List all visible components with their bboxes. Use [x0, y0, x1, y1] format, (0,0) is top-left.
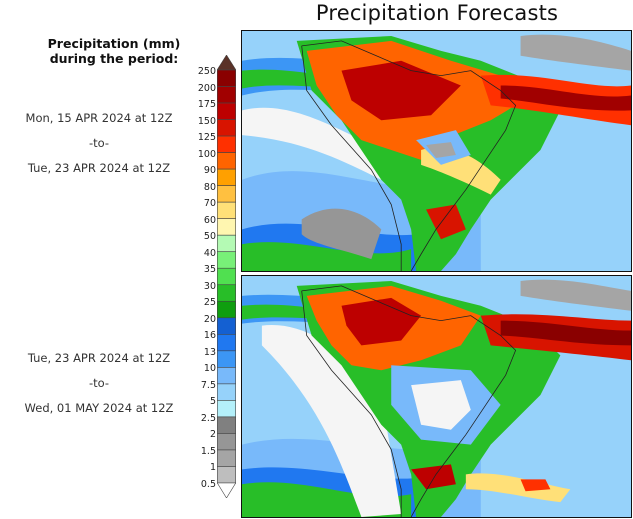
period-2-start: Tue, 23 APR 2024 at 12Z [27, 351, 171, 365]
colorbar-tick-label: 70 [203, 198, 216, 210]
colorbar-segment [217, 334, 236, 352]
colorbar-segment [217, 119, 236, 137]
colorbar-tick-label: 2 [209, 429, 216, 441]
colorbar-tick-label: 13 [203, 346, 216, 358]
colorbar-bottom-arrow [217, 482, 236, 498]
itcz-core [500, 85, 631, 111]
heavy-rain-south [411, 464, 456, 490]
colorbar-segment [217, 218, 236, 236]
extreme-rain-core [341, 60, 461, 121]
colorbar-tick-label: 1 [209, 462, 216, 474]
dry-region-pacific [261, 324, 402, 517]
colorbar-segment [217, 135, 236, 153]
colorbar-segment [217, 102, 236, 120]
colorbar-segment [217, 267, 236, 286]
moderate-rain-south-atlantic [465, 473, 571, 503]
period-2-end: Wed, 01 MAY 2024 at 12Z [24, 401, 174, 415]
dry-brazil-gray [426, 142, 456, 158]
colorbar-tick-label: 16 [203, 330, 216, 342]
dry-region-atlantic [520, 279, 631, 311]
heavy-rain-south [426, 204, 466, 240]
colorbar-tick-label: 2.5 [200, 412, 216, 424]
colorbar-segment [217, 400, 236, 418]
colorbar-tick-label: 40 [203, 247, 216, 259]
period-1-end: Tue, 23 APR 2024 at 12Z [27, 161, 171, 175]
legend-heading-line1: Precipitation (mm) [47, 36, 181, 51]
itcz-core [500, 320, 631, 346]
colorbar-tick-label: 175 [197, 99, 216, 111]
colorbar-segment [217, 466, 236, 484]
heavy-rain-south-atlantic [520, 479, 551, 492]
dry-brazil-white [411, 380, 471, 430]
colorbar-tick-label: 7.5 [200, 379, 216, 391]
colorbar-top-arrow [217, 55, 236, 71]
colorbar-segment [217, 449, 236, 467]
colorbar-tick-label: 0.5 [200, 479, 216, 490]
colorbar-labels: 250 200 175 150 125 100 90 80 70 60 50 40 35 30 25 20 16… [190, 0, 216, 519]
colorbar-segment [217, 300, 236, 319]
colorbar-segment [217, 433, 236, 451]
country-borders [301, 40, 517, 271]
colorbar-tick-label: 125 [197, 132, 216, 144]
colorbar-segment [217, 86, 236, 104]
colorbar-tick-label: 30 [203, 280, 216, 292]
colorbar [217, 55, 236, 498]
colorbar-tick-label: 150 [197, 115, 216, 127]
period-2-separator: -to- [88, 376, 110, 390]
colorbar-tick-label: 60 [203, 214, 216, 226]
colorbar-segment [217, 284, 236, 302]
map-2-canvas [242, 276, 631, 517]
legend-heading: Precipitation (mm) during the period: [0, 36, 228, 66]
legend-heading-line2: during the period: [49, 51, 179, 66]
colorbar-tick-label: 25 [203, 297, 216, 309]
colorbar-tick-label: 20 [203, 313, 216, 325]
colorbar-segment [217, 201, 236, 219]
colorbar-segment [217, 416, 236, 434]
colorbar-segment [217, 350, 236, 368]
page-title: Precipitation Forecasts [315, 1, 559, 25]
colorbar-tick-label: 5 [209, 396, 216, 408]
colorbar-segment [217, 383, 236, 401]
dry-region-gray [301, 208, 382, 260]
colorbar-segment [217, 168, 236, 186]
colorbar-tick-label: 250 [197, 66, 216, 77]
rain-band-south-green [242, 242, 412, 271]
colorbar-segment [217, 185, 236, 203]
colorbar-segment [217, 69, 236, 87]
forecast-map-period-1 [241, 30, 632, 272]
period-1-separator: -to- [88, 136, 110, 150]
colorbar-tick-label: 35 [203, 264, 216, 276]
colorbar-segment [217, 234, 236, 253]
forecast-map-period-2 [241, 275, 632, 518]
colorbar-segment [217, 251, 236, 269]
extreme-rain-core [341, 297, 422, 346]
colorbar-tick-label: 50 [203, 231, 216, 243]
colorbar-segment [217, 317, 236, 335]
period-1-start: Mon, 15 APR 2024 at 12Z [25, 111, 173, 125]
colorbar-tick-label: 100 [197, 148, 216, 160]
country-borders [301, 285, 517, 517]
colorbar-tick-label: 80 [203, 181, 216, 193]
colorbar-segment [217, 152, 236, 170]
period-2-label: Tue, 23 APR 2024 at 12Z -to- Wed, 01 MAY… [0, 346, 198, 421]
colorbar-tick-label: 10 [203, 363, 216, 375]
dry-region-atlantic [520, 34, 631, 71]
colorbar-tick-label: 200 [197, 82, 216, 94]
dry-region-pacific [242, 107, 382, 180]
period-1-label: Mon, 15 APR 2024 at 12Z -to- Tue, 23 APR… [0, 106, 198, 181]
map-1-canvas [242, 31, 631, 271]
colorbar-segment [217, 367, 236, 385]
colorbar-tick-label: 90 [203, 165, 216, 177]
colorbar-tick-label: 1.5 [200, 445, 216, 457]
